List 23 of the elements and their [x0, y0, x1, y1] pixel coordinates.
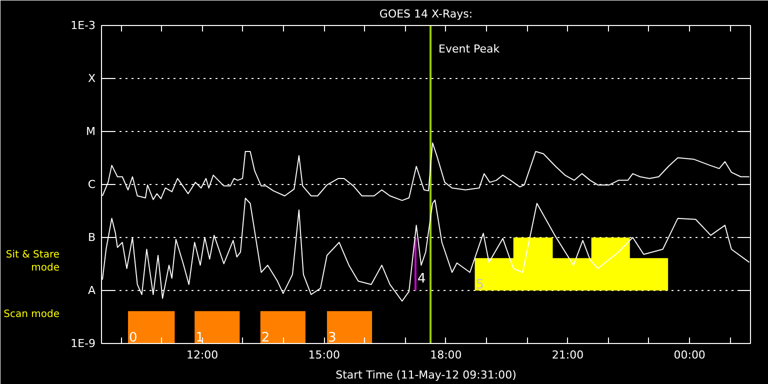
band-label: 0: [129, 330, 138, 346]
y-tick-label: M: [86, 125, 96, 138]
band-label: 2: [261, 330, 270, 346]
y-tick-label: 1E-3: [70, 19, 96, 32]
text: Scan mode: [4, 308, 60, 320]
y-tick-label: A: [88, 284, 96, 297]
x-tick-label: 00:00: [674, 348, 706, 362]
band-label: 3: [328, 330, 336, 346]
band-label: 5: [476, 278, 484, 292]
ref-line-label: Event Peak: [438, 42, 500, 56]
y-tick-label: 1E-9: [70, 337, 96, 350]
annotation: 4: [418, 272, 426, 287]
band-label: 1: [196, 330, 204, 346]
x-tick-label: 15:00: [308, 348, 340, 362]
x-axis-title: Start Time (11-May-12 09:31:00): [336, 368, 516, 382]
y-tick-label: X: [88, 72, 96, 85]
x-tick-label: 21:00: [552, 348, 584, 362]
y-tick-label: C: [88, 178, 96, 191]
x-tick-label: 12:00: [186, 348, 218, 362]
y-tick-label: B: [88, 231, 96, 244]
x-tick-label: 18:00: [430, 348, 462, 362]
text: Sit & Stare mode: [6, 249, 60, 274]
chart-title: GOES 14 X-Rays:: [379, 8, 473, 20]
